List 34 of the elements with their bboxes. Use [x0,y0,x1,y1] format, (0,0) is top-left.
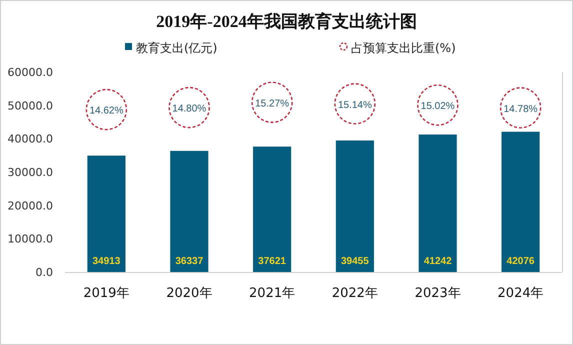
data-label: 39455 [341,256,370,267]
bar [502,132,540,272]
data-label: 41242 [424,256,452,267]
data-label: 15.02% [420,101,455,112]
legend-label: 教育支出(亿元) [136,41,218,55]
x-tick-label: 2020年 [166,286,212,301]
y-tick-label: 0.0 [36,266,53,279]
data-label: 15.14% [338,100,372,111]
y-tick-label: 20000.0 [8,199,53,212]
bar [418,134,457,272]
data-label: 36337 [175,256,204,267]
data-label: 34913 [92,256,121,267]
data-label: 14.78% [504,104,538,115]
data-label: 15.27% [255,98,290,110]
x-tick-label: 2024年 [498,286,544,301]
data-label: 14.80% [172,104,206,115]
chart-title: 2019年-2024年我国教育支出统计图 [156,11,417,31]
bar [253,146,292,272]
bar [87,156,126,272]
bar [170,150,208,272]
data-label: 37621 [258,256,286,267]
legend-label: 占预算支出比重(%) [351,41,456,55]
data-label: 14.62% [89,106,124,117]
y-tick-label: 40000.0 [8,132,53,146]
data-label: 42076 [506,256,535,267]
bar [336,140,374,272]
x-tick-label: 2021年 [249,286,296,301]
x-tick-label: 2023年 [414,286,461,301]
y-tick-label: 60000.0 [8,66,53,79]
y-tick-label: 10000.0 [8,232,53,246]
y-tick-label: 50000.0 [8,99,53,112]
y-tick-label: 30000.0 [8,166,53,179]
x-tick-label: 2019年 [83,286,130,301]
x-tick-label: 2022年 [332,286,378,301]
